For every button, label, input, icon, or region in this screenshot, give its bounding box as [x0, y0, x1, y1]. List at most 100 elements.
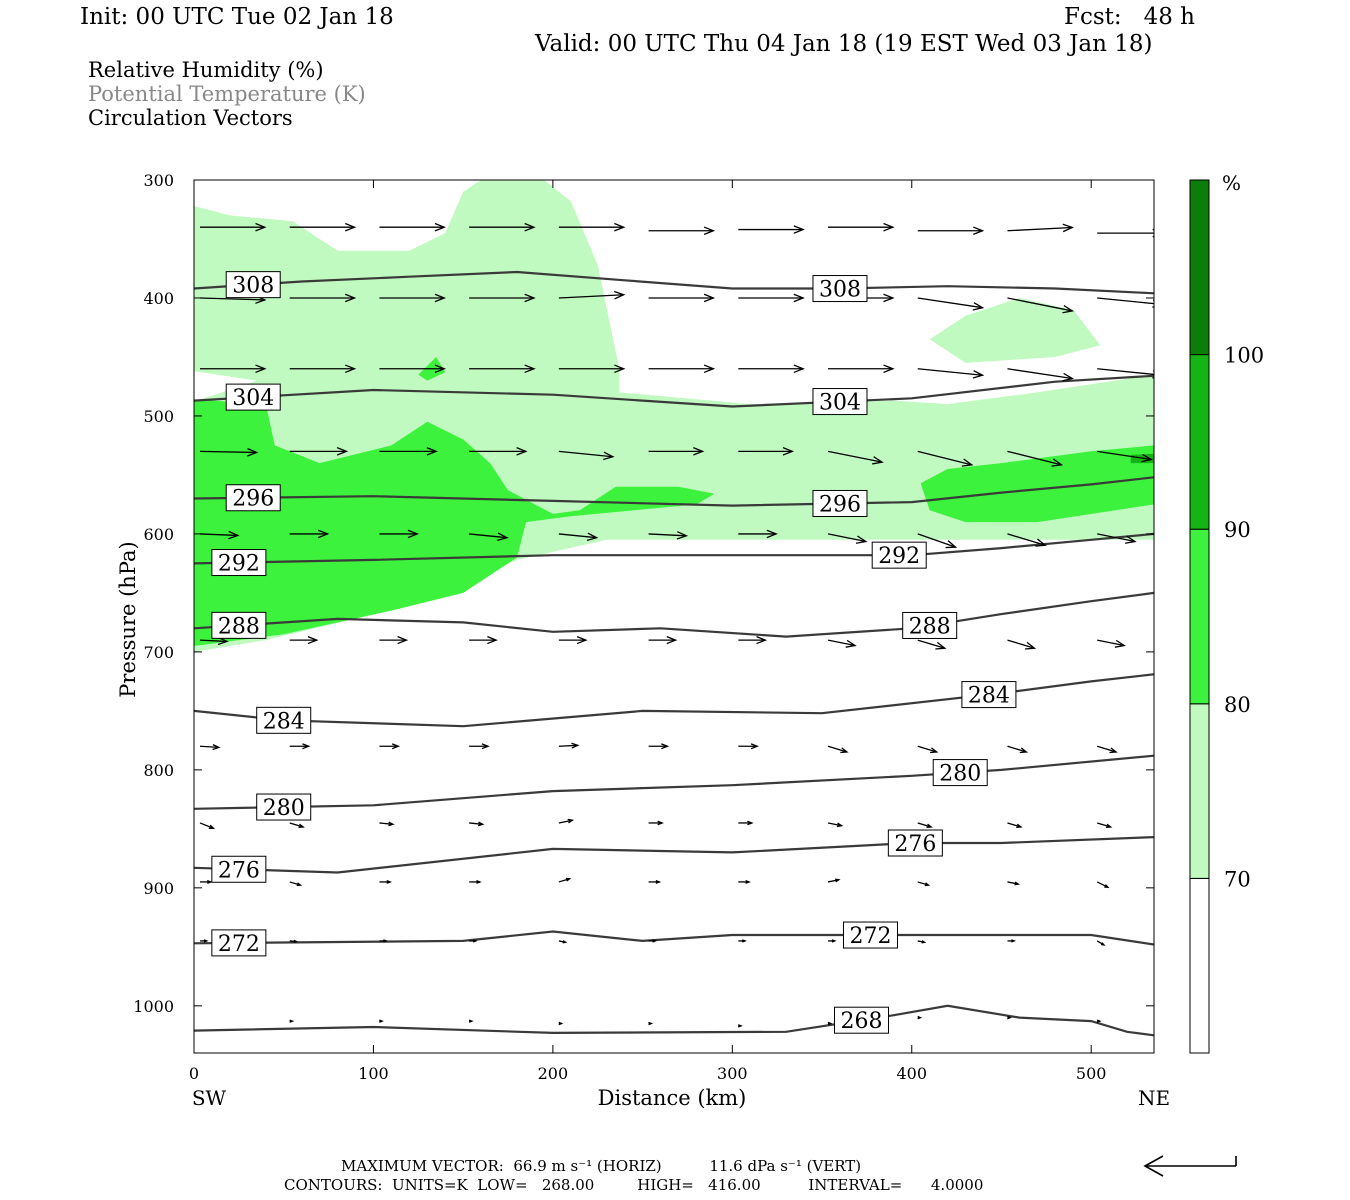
contour-label-280: 280	[939, 762, 981, 787]
colorbar-label-90: 90	[1224, 518, 1251, 542]
circulation-vector	[1007, 822, 1023, 829]
legend-potential-temperature: Potential Temperature (K)	[88, 82, 366, 106]
y-tick-label: 600	[143, 525, 174, 544]
contour-label-292: 292	[218, 552, 260, 577]
circulation-vector	[827, 450, 884, 465]
theta-contour-308	[194, 270, 1154, 295]
max-vector-note: MAXIMUM VECTOR: 66.9 m s⁻¹ (HORIZ) 11.6 …	[341, 1157, 862, 1175]
theta-contour-280	[194, 754, 1154, 810]
circulation-vector	[379, 939, 388, 943]
x-end-label-ne: NE	[1138, 1086, 1170, 1110]
circulation-vector	[828, 939, 837, 943]
contour-label-box-304	[812, 388, 868, 416]
x-tick-label: 400	[896, 1064, 927, 1083]
circulation-vector	[1007, 297, 1075, 314]
circulation-vector	[1007, 745, 1029, 754]
circulation-vector	[1096, 1019, 1102, 1023]
circulation-vector	[469, 939, 478, 943]
circulation-vector	[917, 745, 939, 754]
y-tick-label: 400	[143, 289, 174, 308]
circulation-vector	[199, 530, 240, 540]
circulation-vector	[1007, 639, 1037, 650]
contour-label-288: 288	[218, 614, 260, 639]
circulation-vector	[468, 1019, 474, 1023]
circulation-vector	[289, 881, 303, 887]
contour-label-box-280	[256, 793, 312, 821]
circulation-vector	[1097, 745, 1118, 754]
contours-note: CONTOURS: UNITS=K LOW= 268.00 HIGH= 416.…	[284, 1176, 984, 1194]
y-tick-label: 1000	[133, 997, 174, 1016]
contour-label-296: 296	[819, 492, 861, 517]
circulation-vector	[917, 368, 985, 379]
circulation-vector	[1007, 1015, 1012, 1020]
circulation-vector	[738, 939, 747, 943]
circulation-vector	[1097, 639, 1126, 648]
contour-label-box-284	[961, 681, 1017, 709]
contour-label-box-272	[211, 929, 267, 957]
y-tick-label: 800	[143, 761, 174, 780]
x-tick-label: 0	[189, 1064, 199, 1083]
circulation-vector	[200, 222, 267, 232]
contour-label-box-304	[225, 383, 281, 411]
circulation-vector	[917, 940, 927, 944]
theta-contour-284	[194, 673, 1154, 728]
contour-label-box-308	[225, 271, 281, 299]
colorbar-label-70: 70	[1224, 867, 1251, 891]
circulation-vector	[289, 222, 357, 232]
circulation-vector	[469, 532, 509, 542]
contour-label-box-296	[812, 489, 868, 517]
valid-time: Valid: 00 UTC Thu 04 Jan 18 (19 EST Wed …	[535, 31, 1153, 57]
circulation-vector	[469, 636, 498, 645]
contour-label-box-272	[842, 921, 898, 949]
circulation-vector	[379, 222, 447, 232]
circulation-vector	[469, 743, 490, 750]
circulation-vector	[558, 818, 575, 824]
circulation-vector	[289, 939, 299, 944]
circulation-vector	[1097, 297, 1154, 308]
circulation-vector	[828, 364, 895, 374]
y-tick-label: 300	[143, 171, 174, 190]
circulation-vector	[199, 744, 221, 751]
x-tick-label: 300	[717, 1064, 748, 1083]
circulation-vector	[379, 879, 393, 884]
circulation-vector	[379, 447, 438, 456]
circulation-vector	[917, 533, 958, 549]
circulation-vector	[379, 743, 401, 750]
x-tick-label: 100	[358, 1064, 389, 1083]
y-tick-label: 500	[143, 407, 174, 426]
circulation-vector	[1007, 223, 1075, 233]
x-tick-label: 200	[538, 1064, 569, 1083]
circulation-vector	[379, 293, 447, 303]
colorbar-segment-below70	[1189, 877, 1210, 1054]
circulation-vector	[558, 532, 599, 542]
circulation-vector	[1007, 450, 1064, 467]
circulation-vector	[917, 822, 933, 829]
circulation-vector	[199, 448, 259, 457]
circulation-vector	[648, 364, 716, 374]
colorbar-unit: %	[1222, 171, 1241, 195]
circulation-vector	[648, 939, 658, 943]
colorbar-label-80: 80	[1224, 693, 1251, 717]
contour-label-304: 304	[819, 391, 861, 416]
circulation-vector	[648, 531, 689, 540]
contour-label-box-284	[256, 706, 312, 734]
circulation-vector	[827, 745, 849, 754]
circulation-vector	[738, 225, 805, 234]
contour-label-box-292	[871, 541, 927, 569]
contour-label-272: 272	[849, 924, 891, 949]
y-tick-label: 700	[143, 643, 174, 662]
circulation-vector	[200, 364, 267, 374]
circulation-vector	[738, 636, 768, 645]
y-axis-label: Pressure (hPa)	[116, 541, 140, 697]
circulation-vector	[469, 222, 536, 232]
circulation-vector	[738, 743, 759, 750]
init-time: Init: 00 UTC Tue 02 Jan 18	[80, 4, 394, 30]
circulation-vector	[1096, 940, 1106, 946]
plot-frame	[193, 179, 1155, 1054]
circulation-vector	[558, 1021, 564, 1026]
circulation-vector	[648, 879, 662, 884]
x-end-label-sw: SW	[192, 1086, 227, 1110]
contour-label-box-292	[211, 549, 267, 577]
circulation-vector	[469, 879, 482, 884]
